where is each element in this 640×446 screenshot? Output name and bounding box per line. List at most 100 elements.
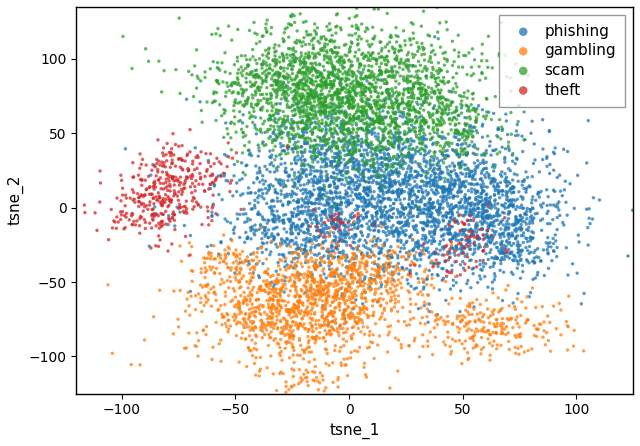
scam [495,149,505,156]
scam [433,127,443,134]
scam [332,142,342,149]
phishing [388,132,398,139]
scam [447,110,458,117]
scam [443,97,453,104]
scam [293,69,303,76]
phishing [403,116,413,123]
scam [323,81,333,88]
gambling [346,274,356,281]
scam [323,122,333,129]
phishing [280,192,290,199]
phishing [517,205,527,212]
scam [360,120,371,128]
gambling [323,285,333,292]
phishing [486,152,496,159]
phishing [406,128,416,135]
phishing [404,203,415,210]
phishing [385,180,395,187]
scam [242,99,252,106]
phishing [424,228,435,235]
phishing [344,197,354,204]
scam [328,38,338,45]
phishing [426,233,436,240]
scam [385,127,396,134]
phishing [300,127,310,134]
theft [502,248,513,256]
gambling [417,247,427,254]
scam [351,92,361,99]
scam [364,62,374,69]
gambling [294,323,304,330]
phishing [536,203,547,211]
phishing [326,214,337,221]
gambling [303,274,313,281]
phishing [405,155,415,162]
phishing [467,185,477,192]
scam [441,154,451,161]
phishing [296,174,307,181]
scam [387,87,397,95]
scam [300,107,310,114]
phishing [317,142,327,149]
scam [353,113,364,120]
scam [262,29,272,36]
scam [334,56,344,63]
scam [337,103,348,110]
gambling [283,306,293,313]
phishing [518,205,529,212]
phishing [279,147,289,154]
phishing [352,244,362,251]
gambling [342,288,353,295]
phishing [388,222,398,229]
phishing [245,224,255,231]
phishing [497,231,507,238]
gambling [334,259,344,266]
phishing [285,219,295,226]
scam [365,116,376,124]
phishing [467,180,477,187]
gambling [399,253,409,260]
scam [344,102,354,109]
scam [451,89,461,96]
phishing [490,270,500,277]
scam [380,161,390,168]
gambling [202,323,212,330]
gambling [365,252,375,260]
gambling [343,281,353,288]
scam [241,79,252,86]
phishing [330,190,340,197]
scam [464,50,474,57]
scam [362,136,372,143]
scam [359,88,369,95]
phishing [356,198,367,205]
phishing [463,195,474,202]
gambling [276,348,286,355]
theft [124,216,134,223]
phishing [516,202,527,209]
phishing [301,243,311,250]
theft [109,219,120,226]
scam [330,89,340,96]
scam [404,102,415,109]
scam [332,108,342,115]
phishing [379,264,389,271]
phishing [394,229,404,236]
phishing [504,250,515,257]
gambling [297,263,307,270]
phishing [478,231,488,239]
scam [477,69,487,76]
scam [310,66,320,73]
phishing [418,189,428,196]
scam [321,84,332,91]
phishing [543,249,553,256]
gambling [282,306,292,314]
scam [428,87,438,95]
gambling [284,292,294,299]
phishing [312,219,323,226]
phishing [298,221,308,228]
phishing [276,143,286,150]
scam [299,125,309,132]
phishing [355,182,365,189]
phishing [355,181,365,188]
gambling [204,249,214,256]
